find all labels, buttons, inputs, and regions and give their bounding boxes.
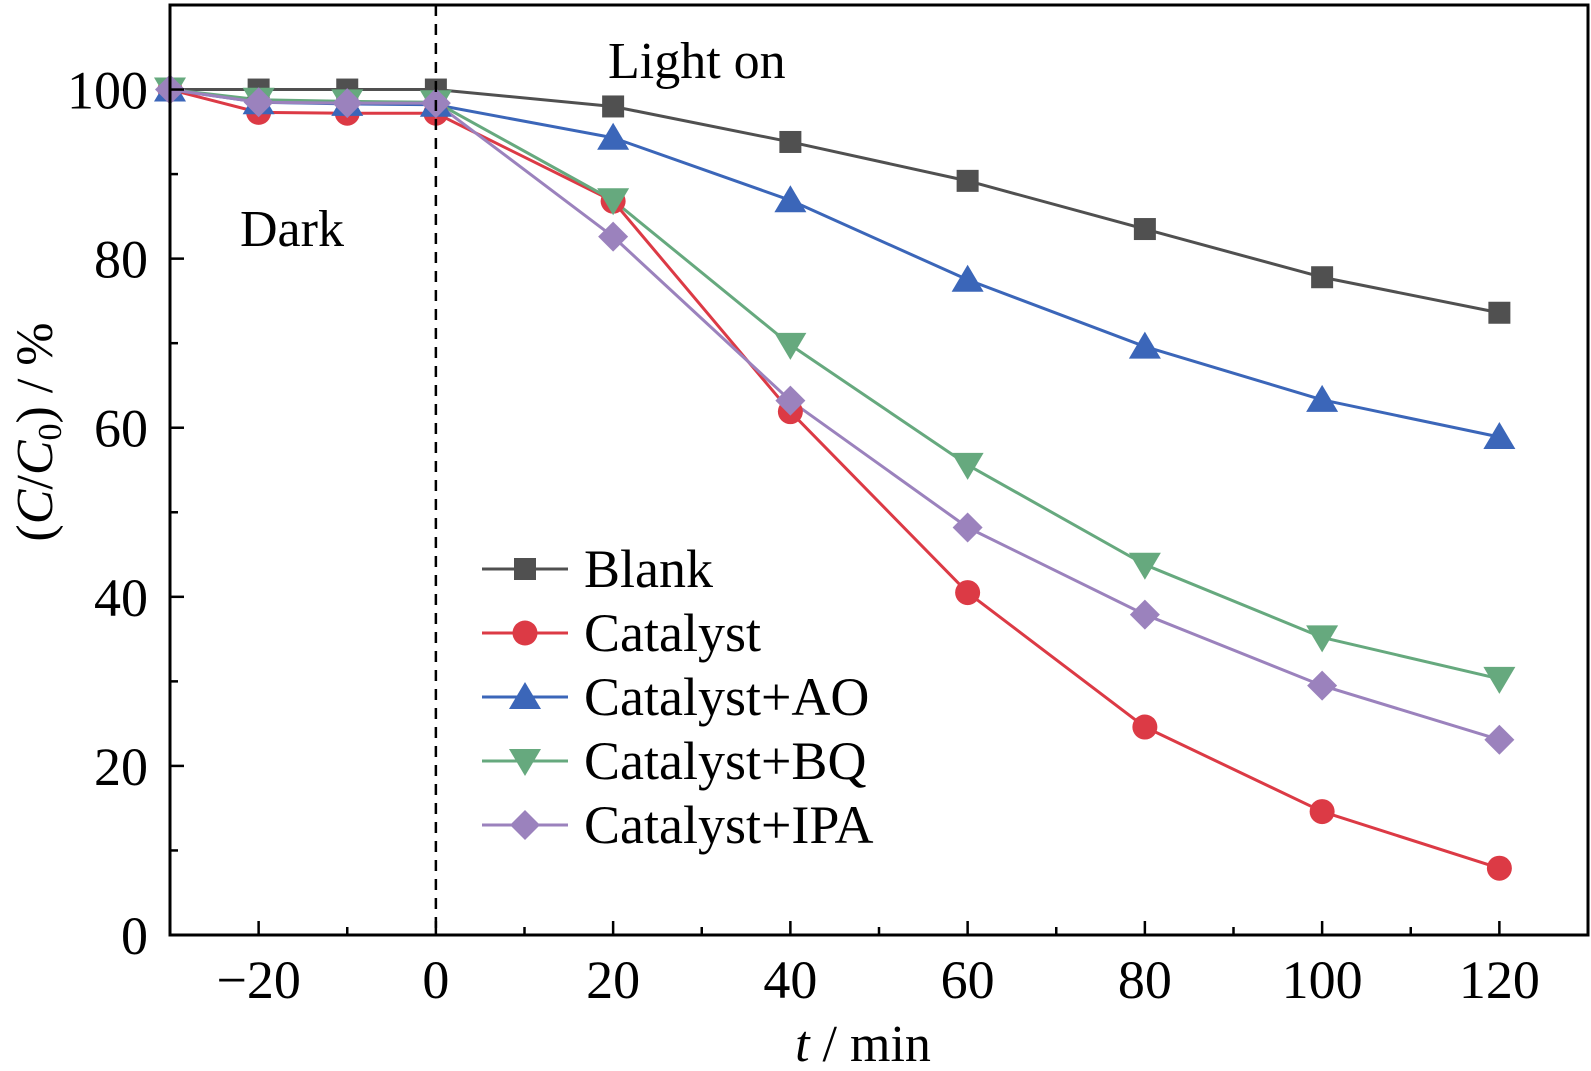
x-tick-label: 60 <box>941 950 995 1010</box>
legend-marker <box>509 749 541 776</box>
data-point-series-4 <box>243 87 274 118</box>
data-point-series-0 <box>1311 266 1334 289</box>
x-tick-label: 120 <box>1459 950 1540 1010</box>
data-point-series-0 <box>602 95 625 118</box>
data-point-series-2 <box>774 185 807 213</box>
data-point-series-3 <box>774 332 807 360</box>
data-point-series-4 <box>1307 670 1338 701</box>
legend-label: Catalyst+IPA <box>584 795 874 855</box>
series-line-3 <box>169 88 1500 681</box>
x-tick-label: 100 <box>1282 950 1363 1010</box>
data-point-series-0 <box>779 130 802 153</box>
data-point-series-1 <box>1486 855 1512 881</box>
data-point-series-2 <box>1483 422 1516 450</box>
data-point-series-2 <box>1306 384 1339 412</box>
data-point-series-1 <box>955 580 981 606</box>
dark-annotation: Dark <box>240 201 344 258</box>
y-tick-label: 20 <box>94 737 148 797</box>
data-point-series-4 <box>332 88 363 119</box>
y-axis-title: (C/C0) / % <box>7 322 69 541</box>
legend-label: Catalyst <box>584 603 761 663</box>
data-point-series-0 <box>956 169 979 192</box>
data-point-series-2 <box>951 264 984 292</box>
data-point-series-4 <box>775 385 806 416</box>
data-point-series-3 <box>597 188 630 216</box>
legend-marker <box>514 558 536 580</box>
data-point-series-4 <box>952 512 983 543</box>
axis-ticks <box>170 88 1501 937</box>
series-line-1 <box>169 88 1500 870</box>
x-tick-label: −20 <box>216 950 300 1010</box>
legend-label: Catalyst+AO <box>584 667 869 727</box>
x-tick-label: 40 <box>763 950 817 1010</box>
data-point-series-3 <box>951 452 984 480</box>
data-point-series-1 <box>1132 714 1158 740</box>
data-point-series-2 <box>1128 331 1161 359</box>
legend-label: Catalyst+BQ <box>584 731 866 791</box>
y-tick-label: 100 <box>67 61 148 121</box>
legend-marker <box>509 682 541 709</box>
data-point-series-4 <box>598 221 629 252</box>
series-line-2 <box>169 88 1500 439</box>
legend: BlankCatalystCatalyst+AOCatalyst+BQCatal… <box>482 539 874 855</box>
data-point-series-2 <box>597 122 630 150</box>
y-tick-label: 0 <box>121 906 148 966</box>
plot-lines <box>169 88 1500 870</box>
x-tick-label: 0 <box>422 950 449 1010</box>
data-point-series-4 <box>1484 724 1515 755</box>
tick-labels: −20 0 20 40 60 80 100 120 0 20 40 60 80 100 <box>67 61 1540 1010</box>
legend-marker <box>510 810 540 840</box>
plot-frame <box>168 3 1590 937</box>
light-on-annotation: Light on <box>608 33 786 90</box>
x-tick-label: 20 <box>586 950 640 1010</box>
y-tick-label: 60 <box>94 399 148 459</box>
series-line-0 <box>170 88 1500 315</box>
x-tick-label: 80 <box>1118 950 1172 1010</box>
x-axis-title: t / min <box>795 1016 931 1071</box>
data-point-series-3 <box>1306 625 1339 653</box>
data-point-series-1 <box>1309 799 1335 825</box>
data-point-series-3 <box>1483 666 1516 694</box>
legend-marker <box>512 620 538 646</box>
series-line-4 <box>169 88 1500 742</box>
data-point-series-0 <box>1133 218 1156 241</box>
y-tick-label: 80 <box>94 230 148 290</box>
y-tick-label: 40 <box>94 568 148 628</box>
legend-label: Blank <box>584 539 713 599</box>
data-point-series-0 <box>1488 301 1511 324</box>
data-point-series-4 <box>1129 599 1160 630</box>
data-point-series-3 <box>1128 552 1161 580</box>
